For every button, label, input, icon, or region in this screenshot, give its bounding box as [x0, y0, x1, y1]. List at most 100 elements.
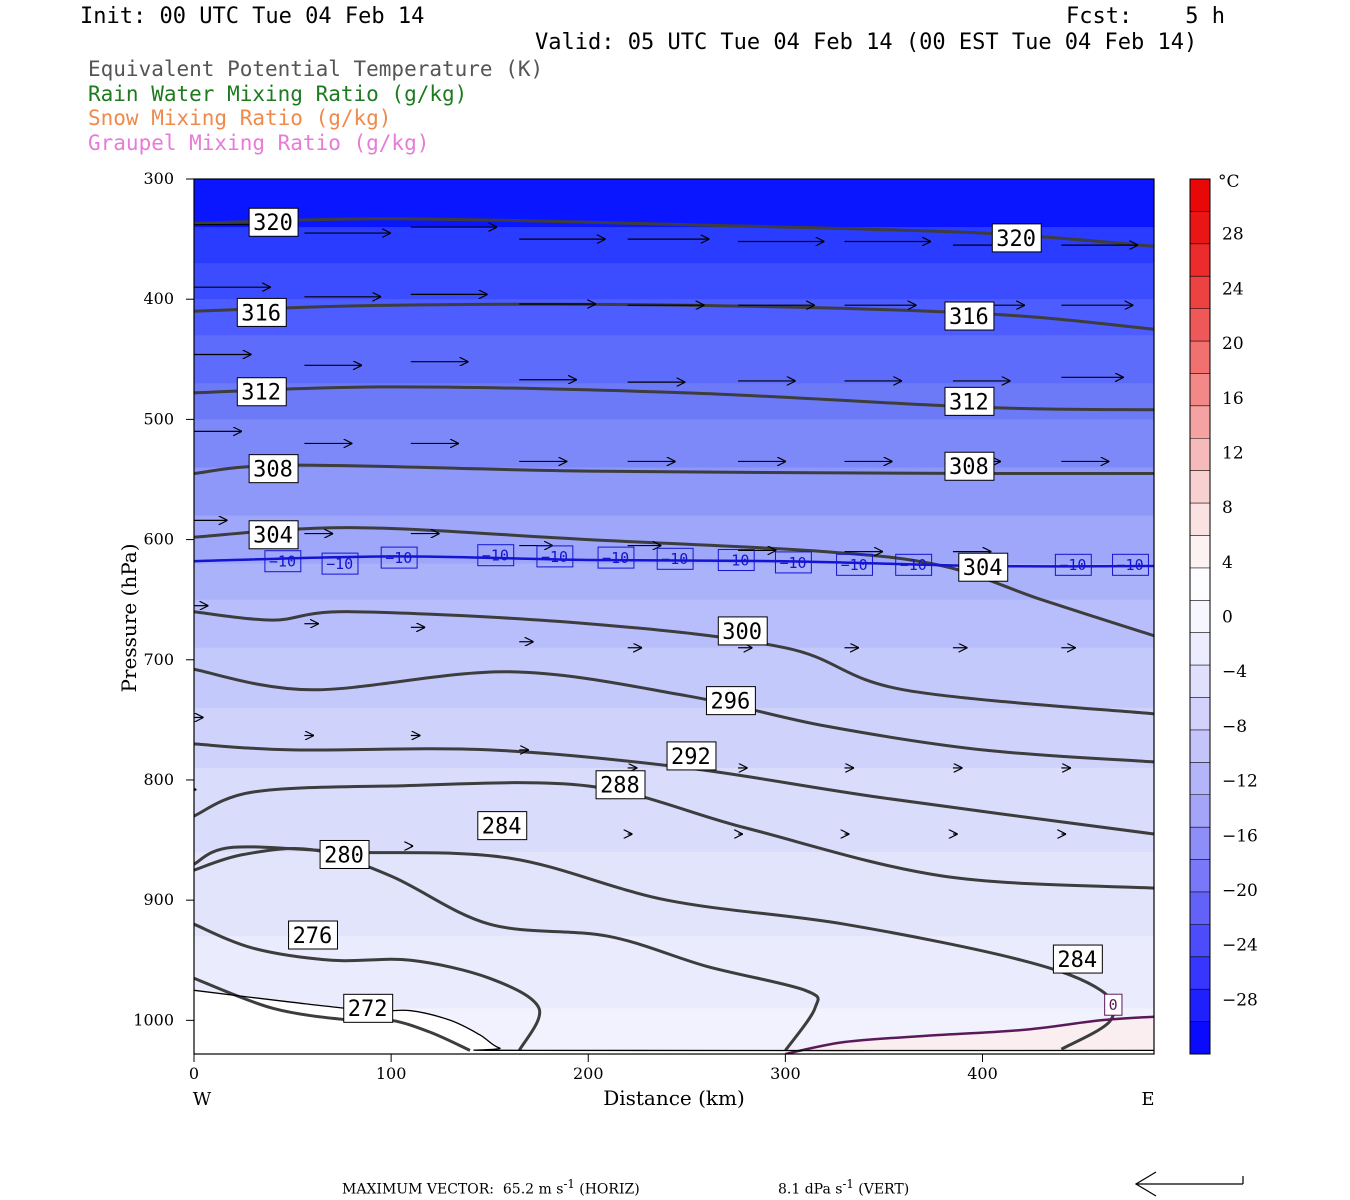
theta-e-label-box [944, 451, 995, 481]
colorbar-tick-label: 4 [1222, 553, 1233, 573]
isotherm-label-box [380, 546, 418, 569]
theta-e-label: 272 [348, 997, 388, 1022]
colorbar-segment [1190, 503, 1210, 536]
y-tick-label: 1000 [133, 1010, 174, 1029]
isotherm-label: −10 [722, 551, 749, 569]
colorbar-tick-label: 0 [1222, 608, 1233, 628]
zero-label-box [1104, 993, 1123, 1016]
theta-e-contours [194, 217, 1154, 1054]
temperature-band [194, 936, 1154, 1009]
colorbar-segment [1190, 762, 1210, 796]
max-vector-horiz: MAXIMUM VECTOR: 65.2 m s-1 (HORIZ) [342, 1177, 640, 1198]
colorbar-tick-label: 24 [1222, 279, 1244, 299]
theta-e-label-box [595, 770, 646, 800]
colorbar-unit: °C [1218, 172, 1240, 192]
theta-e-label-box [944, 301, 995, 331]
theta-e-label: 316 [949, 305, 989, 330]
theta-e-label: 312 [949, 390, 989, 415]
colorbar-segment [1190, 243, 1210, 277]
theta-e-contour-276 [194, 922, 542, 1052]
theta-e-label-box [288, 920, 338, 950]
below-ground [194, 990, 1154, 1054]
y-tick-label: 700 [143, 650, 174, 669]
theta-e-label: 308 [253, 458, 293, 483]
colorbar: 28 24 20 16 12 8 4 0 −4 −8 −12 −16 −20 −24 −28 [1189, 178, 1258, 1055]
isotherm-label: −10 [326, 555, 353, 573]
isotherm-label-box [717, 549, 755, 572]
theta-e-contour-292 [194, 742, 1154, 836]
theta-e-label-box [248, 520, 299, 550]
colorbar-segment [1190, 308, 1210, 342]
legend-graupel: Graupel Mixing Ratio (g/kg) [88, 131, 430, 155]
theta-e-contour-280 [194, 846, 820, 1052]
isotherm-label: −10 [1117, 556, 1144, 574]
colorbar-tick-label: 28 [1222, 225, 1244, 245]
isotherm-zero [785, 1015, 1154, 1054]
isotherm-label-box [774, 551, 812, 574]
theta-e-label: 304 [253, 524, 293, 549]
colorbar-tick-label: −16 [1222, 826, 1258, 846]
max-vector-horiz-tag: (HORIZ) [579, 1181, 640, 1198]
theta-e-label-box [248, 454, 299, 484]
colorbar-segment [1190, 438, 1210, 472]
theta-e-label-box [477, 811, 528, 841]
isotherm-label-box [597, 546, 635, 569]
colorbar-segment [1190, 600, 1210, 634]
x-tick-label: 200 [573, 1064, 604, 1083]
colorbar-segment [1190, 373, 1210, 407]
contour-labels: 320 320 316 316 312 312 308 308 304 304 300 296 292 2… [236, 207, 1149, 1023]
theta-e-contour-300 [194, 610, 1154, 716]
colorbar-segment [1190, 924, 1210, 958]
theta-e-label-box [236, 297, 287, 327]
x-tick-label: 400 [967, 1064, 998, 1083]
legend-snow: Snow Mixing Ratio (g/kg) [88, 106, 392, 130]
colorbar-segment [1190, 956, 1210, 990]
colorbar-tick-label: −28 [1222, 990, 1258, 1010]
colorbar-frame [1189, 178, 1211, 1055]
colorbar-segment [1190, 179, 1210, 212]
east-label: E [1141, 1089, 1154, 1110]
max-vector-arrow [1134, 1171, 1244, 1197]
colorbar-segment [1190, 794, 1210, 828]
temperature-band [194, 599, 1154, 649]
legend-rain: Rain Water Mixing Ratio (g/kg) [88, 82, 468, 106]
isotherm-label-box [656, 547, 694, 570]
theta-e-label: 280 [324, 843, 364, 868]
valid-time: Valid: 05 UTC Tue 04 Feb 14 (00 EST Tue … [535, 30, 1198, 55]
theta-e-label-box [236, 377, 287, 407]
temperature-band [194, 263, 1154, 300]
colorbar-tick-label: −24 [1222, 936, 1258, 956]
theta-e-label-box [958, 552, 1009, 582]
isotherm-label: −10 [269, 553, 296, 571]
x-tick-label: 300 [770, 1064, 801, 1083]
max-vector-vert: 8.1 dPa s-1 (VERT) [778, 1177, 909, 1198]
isotherm-label-box [1112, 553, 1149, 576]
colorbar-tick-label: −4 [1222, 662, 1247, 682]
isotherm-label: −10 [541, 548, 568, 566]
max-vector-vert-sup: -1 [842, 1177, 854, 1191]
colorbar-tick-label: 16 [1222, 389, 1244, 409]
max-vector-prefix: MAXIMUM VECTOR: [342, 1181, 494, 1198]
theta-e-label: 312 [241, 381, 281, 406]
x-tick-label: 0 [189, 1064, 199, 1083]
isotherm-label: −10 [482, 547, 509, 565]
isotherm-label: −10 [602, 549, 629, 567]
isotherm-label: −10 [385, 549, 412, 567]
colorbar-segment [1190, 729, 1210, 763]
max-vector-vert-value: 8.1 [778, 1181, 801, 1198]
theta-e-label: 276 [293, 924, 333, 949]
theta-e-label-box [991, 223, 1042, 253]
theta-e-contour-312 [194, 385, 1154, 412]
theta-e-label: 284 [1057, 948, 1097, 973]
theta-e-label-box [1052, 944, 1103, 974]
theta-e-contour-304 [194, 526, 1154, 638]
init-time: Init: 00 UTC Tue 04 Feb 14 [80, 4, 425, 29]
forecast-hour: Fcst: 5 h [1066, 4, 1225, 29]
theta-e-label: 320 [253, 211, 293, 236]
colorbar-segment [1190, 632, 1210, 666]
theta-e-label-box [717, 616, 768, 646]
colorbar-segment [1190, 1021, 1210, 1055]
y-tick-label: 500 [143, 409, 174, 428]
isotherm-label: −10 [661, 550, 688, 568]
theta-e-label: 288 [600, 774, 640, 799]
